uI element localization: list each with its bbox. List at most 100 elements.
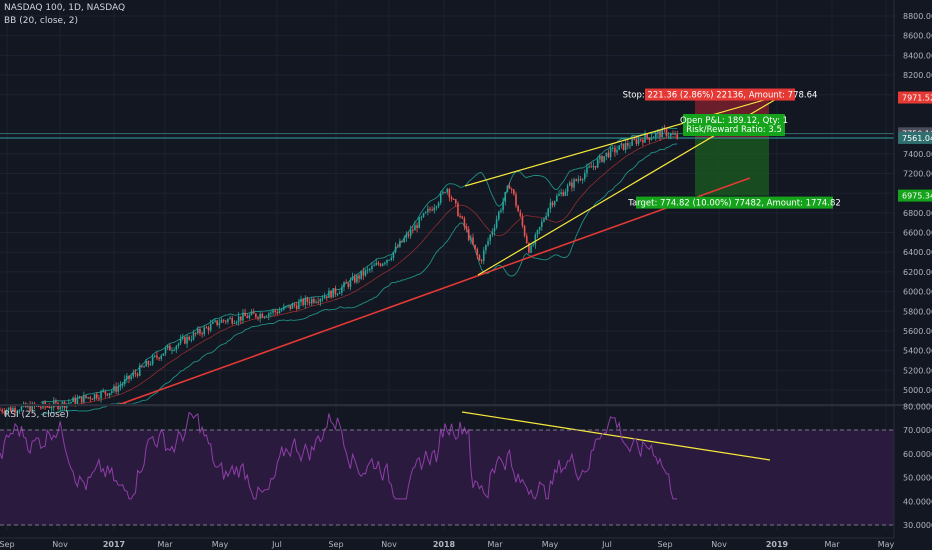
candle-body <box>14 408 16 413</box>
candle-body <box>160 355 163 359</box>
candle-body <box>676 134 679 139</box>
candle-body <box>553 201 556 206</box>
candle-body <box>356 275 358 283</box>
candle-body <box>188 336 190 340</box>
position-zones <box>0 97 894 196</box>
price-badge <box>898 91 932 104</box>
stop-label: Stop: 221.36 (2.86%) 22136, Amount: 778.… <box>623 91 818 101</box>
candle-body <box>74 397 77 404</box>
candle-body <box>472 237 474 245</box>
rsi-legend[interactable]: RSI (25, close) <box>4 410 69 420</box>
candle-body <box>422 213 425 217</box>
candle-body <box>190 339 193 341</box>
candle-body <box>433 207 436 211</box>
target-label-box <box>636 196 833 209</box>
candle-body <box>334 288 337 295</box>
candle-body <box>620 143 623 146</box>
candle-body <box>293 304 296 306</box>
candle-body <box>319 299 322 302</box>
candle-body <box>171 350 173 352</box>
candle-body <box>480 260 483 262</box>
candle-body <box>199 328 201 334</box>
candle-body <box>291 304 294 309</box>
time-tick-label: 2018 <box>433 540 456 549</box>
rsi-line <box>0 411 678 500</box>
time-tick-label: 2017 <box>103 540 125 549</box>
candle-body <box>229 317 231 320</box>
candle-body <box>95 394 98 399</box>
candle-body <box>498 211 500 220</box>
candle-body <box>556 195 558 202</box>
candle-body <box>530 245 532 253</box>
candle-body <box>308 301 311 304</box>
candle-body <box>360 271 362 279</box>
candle-body <box>76 398 79 404</box>
candle-body <box>590 166 593 168</box>
candle-body <box>162 353 165 356</box>
candle-body <box>420 216 423 218</box>
candle-body <box>209 323 212 331</box>
price-axis[interactable]: 8800.008600.008400.008200.008000.007600.… <box>898 12 932 395</box>
candle-body <box>321 298 324 300</box>
candle-body <box>654 133 657 138</box>
candle-body <box>646 134 648 138</box>
target-zone <box>695 137 769 196</box>
candle-body <box>242 312 244 321</box>
candle-body <box>362 271 365 276</box>
candle-body <box>5 409 8 414</box>
candle-body <box>506 185 509 192</box>
stop-label-box <box>645 88 795 101</box>
trend-drawings[interactable] <box>117 95 779 461</box>
candle-body <box>104 391 107 394</box>
candle-body <box>396 246 399 248</box>
candle-body <box>579 179 582 181</box>
candle-body <box>156 355 158 358</box>
price-tick-label: 8200.00 <box>903 71 932 80</box>
candle-body <box>132 372 135 377</box>
price-tick-label: 6400.00 <box>903 248 932 257</box>
candle-body <box>338 292 341 294</box>
position-labels[interactable]: Stop: 221.36 (2.86%) 22136, Amount: 778.… <box>623 88 841 209</box>
rsi-overbought-oversold-band <box>0 430 894 525</box>
target-label: Target: 774.82 (10.00%) 77482, Amount: 1… <box>627 199 841 209</box>
candle-body <box>519 211 522 217</box>
rsi-axis[interactable]: 80.0000 70.0000 60.0000 50.0000 40.0000 30.00… <box>903 402 932 530</box>
candle-body <box>166 345 169 349</box>
bollinger-legend[interactable]: BB (20, close, 2) <box>4 16 79 26</box>
candle-body <box>50 407 53 409</box>
candle-body <box>412 229 414 231</box>
candle-body <box>276 311 279 314</box>
candle-body <box>547 208 550 217</box>
candle-body <box>622 143 625 150</box>
candle-body <box>500 209 502 212</box>
symbol-legend[interactable]: NASDAQ 100, 1D, NASDAQ <box>4 3 126 13</box>
candle-body <box>416 225 418 229</box>
candle-body <box>392 251 395 259</box>
time-tick-label: Sep <box>0 540 15 549</box>
candle-body <box>418 217 421 229</box>
time-axis[interactable]: Sep Nov 2017 Mar May Jul Sep Nov 2018 Mar May Jul Se… <box>0 540 895 549</box>
wedge-upper-line <box>464 95 779 187</box>
candle-body <box>184 337 186 344</box>
candle-body <box>177 343 180 346</box>
time-tick-label: Sep <box>657 540 672 549</box>
candle-body <box>459 216 461 218</box>
price-tick-label: 5600.00 <box>903 327 932 336</box>
time-tick-label: Mar <box>487 540 503 549</box>
candle-body <box>201 333 203 335</box>
candle-body <box>341 287 343 293</box>
candle-body <box>147 361 150 365</box>
price-badge-label: 7561.04 <box>902 134 932 143</box>
rsi-tick-label: 50.0000 <box>903 474 932 483</box>
time-tick-label: May <box>212 540 229 549</box>
time-tick-label: Mar <box>157 540 173 549</box>
candle-body <box>491 231 494 235</box>
candle-body <box>375 262 378 266</box>
candle-body <box>631 138 633 146</box>
candle-body <box>121 384 124 386</box>
candle-body <box>233 323 236 325</box>
candle-body <box>138 365 141 376</box>
candle-body <box>57 402 59 410</box>
